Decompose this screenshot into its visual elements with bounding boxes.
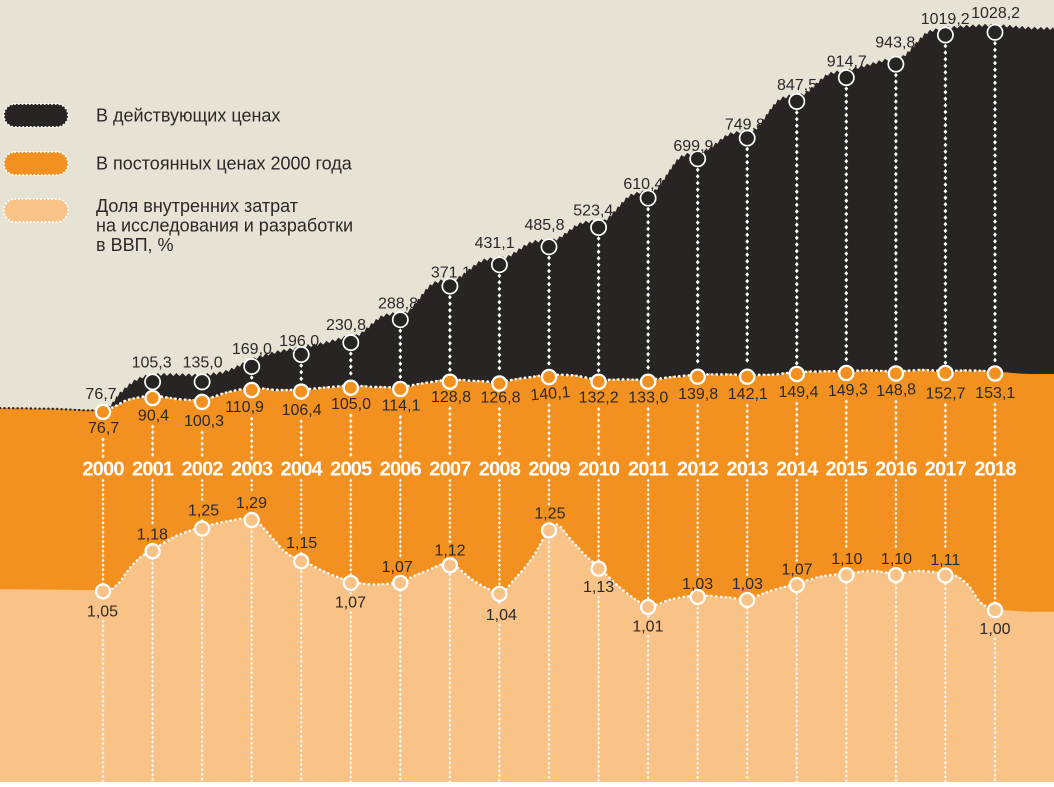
svg-text:106,4: 106,4 (282, 402, 322, 419)
svg-text:133,0: 133,0 (628, 390, 668, 407)
svg-text:2008: 2008 (479, 458, 521, 480)
svg-text:2011: 2011 (628, 458, 669, 480)
svg-text:288,8: 288,8 (378, 295, 418, 312)
svg-text:371,1: 371,1 (431, 265, 471, 282)
svg-text:523,4: 523,4 (573, 203, 613, 220)
svg-text:2018: 2018 (974, 458, 1016, 480)
svg-text:149,4: 149,4 (778, 384, 818, 401)
svg-text:1,05: 1,05 (87, 603, 118, 620)
svg-text:1,03: 1,03 (682, 576, 713, 593)
svg-text:153,1: 153,1 (975, 385, 1015, 402)
svg-text:2007: 2007 (429, 458, 471, 480)
svg-text:230,8: 230,8 (326, 317, 366, 334)
svg-text:2015: 2015 (826, 458, 868, 480)
svg-text:76,7: 76,7 (85, 386, 116, 403)
svg-text:105,0: 105,0 (331, 396, 371, 413)
svg-text:В действующих ценах: В действующих ценах (96, 106, 280, 126)
svg-text:2013: 2013 (727, 458, 769, 480)
svg-text:2001: 2001 (132, 458, 174, 480)
svg-text:914,7: 914,7 (827, 54, 867, 71)
svg-text:1,03: 1,03 (732, 576, 763, 593)
svg-text:1,29: 1,29 (236, 495, 267, 512)
svg-text:1,01: 1,01 (632, 618, 663, 635)
svg-text:1,25: 1,25 (188, 503, 219, 520)
svg-text:114,1: 114,1 (382, 398, 421, 415)
svg-text:на исследования и разработки: на исследования и разработки (96, 216, 353, 236)
svg-text:1,25: 1,25 (534, 506, 565, 523)
svg-text:610,4: 610,4 (623, 176, 663, 193)
svg-text:Доля внутренних затрат: Доля внутренних затрат (96, 196, 298, 216)
svg-text:152,7: 152,7 (925, 386, 965, 403)
svg-text:847,5: 847,5 (777, 77, 817, 94)
svg-text:2012: 2012 (677, 458, 719, 480)
svg-text:В постоянных ценах 2000 года: В постоянных ценах 2000 года (96, 154, 353, 174)
svg-text:2002: 2002 (181, 458, 223, 480)
svg-text:139,8: 139,8 (678, 386, 718, 403)
svg-text:2014: 2014 (776, 458, 819, 480)
svg-text:169,0: 169,0 (232, 341, 272, 358)
svg-text:1,11: 1,11 (930, 552, 960, 569)
svg-text:1,07: 1,07 (382, 559, 413, 576)
svg-text:1019,2: 1019,2 (921, 11, 970, 28)
svg-text:2004: 2004 (281, 458, 324, 480)
svg-text:1028,2: 1028,2 (971, 5, 1020, 22)
svg-text:749,8: 749,8 (725, 117, 765, 134)
svg-text:2006: 2006 (380, 458, 422, 480)
svg-text:132,2: 132,2 (579, 390, 619, 407)
svg-text:1,07: 1,07 (781, 562, 812, 579)
svg-text:2000: 2000 (82, 458, 124, 480)
svg-text:2017: 2017 (925, 458, 967, 480)
svg-text:1,04: 1,04 (486, 607, 517, 624)
svg-text:2003: 2003 (231, 458, 273, 480)
svg-text:1,13: 1,13 (583, 579, 614, 596)
svg-text:699,9: 699,9 (673, 138, 713, 155)
svg-text:2005: 2005 (330, 458, 372, 480)
svg-text:1,10: 1,10 (831, 551, 862, 568)
svg-text:1,00: 1,00 (979, 621, 1010, 638)
svg-text:142,1: 142,1 (728, 386, 768, 403)
svg-text:126,8: 126,8 (480, 389, 520, 406)
svg-text:149,3: 149,3 (827, 381, 868, 400)
svg-text:2010: 2010 (578, 458, 620, 480)
svg-text:100,3: 100,3 (184, 413, 224, 430)
svg-text:128,8: 128,8 (431, 389, 471, 406)
svg-text:2016: 2016 (875, 458, 917, 480)
svg-text:485,8: 485,8 (524, 217, 564, 234)
svg-text:1,12: 1,12 (434, 543, 465, 560)
svg-text:в ВВП, %: в ВВП, % (96, 235, 174, 255)
svg-text:431,1: 431,1 (475, 235, 515, 252)
svg-text:148,8: 148,8 (876, 381, 917, 400)
svg-text:943,8: 943,8 (875, 35, 915, 52)
svg-text:1,15: 1,15 (286, 535, 317, 552)
svg-text:1,18: 1,18 (137, 527, 168, 544)
svg-text:1,07: 1,07 (335, 595, 366, 612)
svg-text:196,0: 196,0 (279, 333, 319, 350)
svg-text:135,0: 135,0 (183, 355, 223, 372)
svg-text:76,7: 76,7 (88, 420, 119, 437)
svg-text:140,1: 140,1 (530, 384, 571, 404)
svg-text:90,4: 90,4 (138, 407, 169, 424)
svg-text:1,10: 1,10 (881, 551, 912, 568)
svg-text:105,3: 105,3 (132, 355, 172, 372)
svg-text:110,9: 110,9 (225, 399, 264, 416)
svg-text:2009: 2009 (528, 458, 570, 480)
